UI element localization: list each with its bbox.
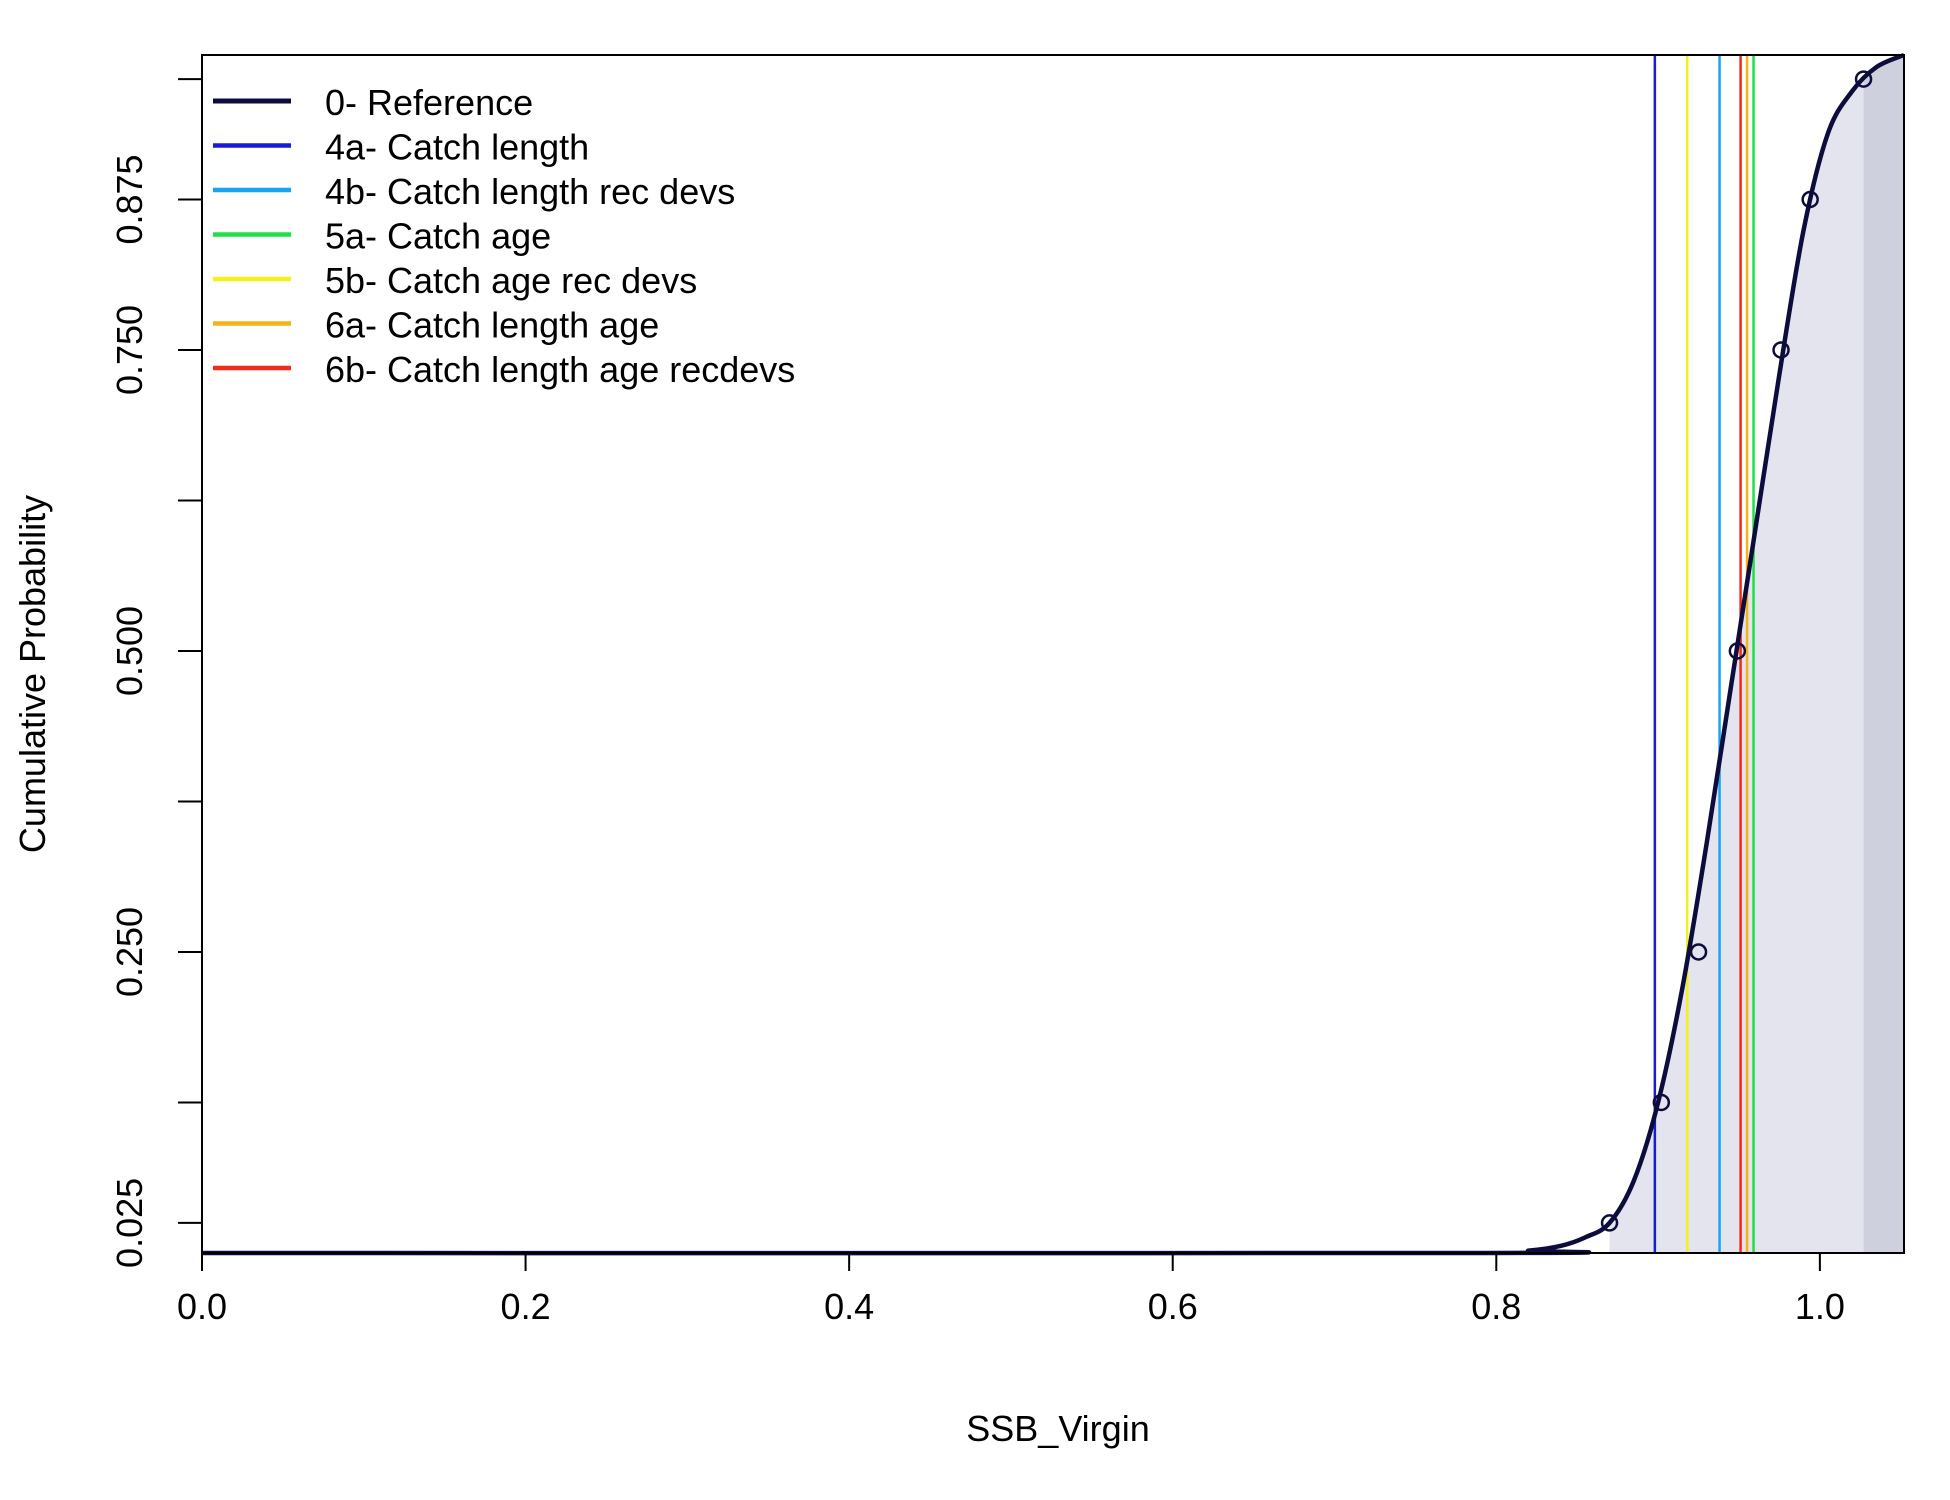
legend-label: 6b- Catch length age recdevs xyxy=(325,349,795,390)
quantile-point xyxy=(1689,943,1708,961)
x-tick-label: 0.8 xyxy=(1471,1286,1521,1327)
quantile-point xyxy=(1801,190,1819,209)
legend-item: 5a- Catch age xyxy=(213,216,551,257)
legend-label: 6a- Catch length age xyxy=(325,305,659,346)
x-tick-label: 0.2 xyxy=(501,1286,551,1327)
quantile-point xyxy=(1854,70,1873,88)
legend-label: 4b- Catch length rec devs xyxy=(325,171,735,212)
y-tick-label: 0.500 xyxy=(109,606,150,696)
x-tick-label: 0.0 xyxy=(177,1286,227,1327)
quantile-point xyxy=(1728,642,1747,660)
y-tick-label: 0.025 xyxy=(109,1178,150,1268)
y-tick-label: 0.250 xyxy=(109,907,150,997)
y-axis-label: Cumulative Probability xyxy=(12,495,53,853)
y-axis: 0.025 0.250 0.500 0.750 0.875 xyxy=(109,78,203,1268)
legend-label: 0- Reference xyxy=(325,82,533,123)
legend-item: 6a- Catch length age xyxy=(213,305,659,346)
x-tick-label: 0.6 xyxy=(1148,1286,1198,1327)
legend-item: 0- Reference xyxy=(213,82,533,123)
x-tick-label: 1.0 xyxy=(1795,1286,1845,1327)
y-tick-label: 0.750 xyxy=(109,305,150,395)
legend-item: 4b- Catch length rec devs xyxy=(213,171,735,212)
quantile-points xyxy=(1600,70,1873,1232)
x-axis: 0.0 0.2 0.4 0.6 0.8 1.0 xyxy=(177,1252,1845,1327)
shaded-region-1 xyxy=(1863,55,1904,1253)
legend-item: 4a- Catch length xyxy=(213,127,589,168)
shaded-regions xyxy=(1609,55,1904,1254)
legend-item: 5b- Catch age rec devs xyxy=(213,260,697,301)
legend-item: 6b- Catch length age recdevs xyxy=(213,349,795,390)
legend-label: 5a- Catch age xyxy=(325,216,551,257)
x-tick-label: 0.4 xyxy=(824,1286,874,1327)
x-axis-label: SSB_Virgin xyxy=(966,1408,1149,1449)
legend-label: 5b- Catch age rec devs xyxy=(325,260,697,301)
legend-label: 4a- Catch length xyxy=(325,127,589,168)
series-vertical-lines xyxy=(1653,55,1755,1253)
shaded-region-0 xyxy=(1609,79,1864,1254)
quantile-point xyxy=(1772,341,1790,359)
quantile-point xyxy=(1600,1214,1619,1232)
quantile-point xyxy=(1652,1093,1671,1112)
y-tick-label: 0.875 xyxy=(109,154,150,244)
